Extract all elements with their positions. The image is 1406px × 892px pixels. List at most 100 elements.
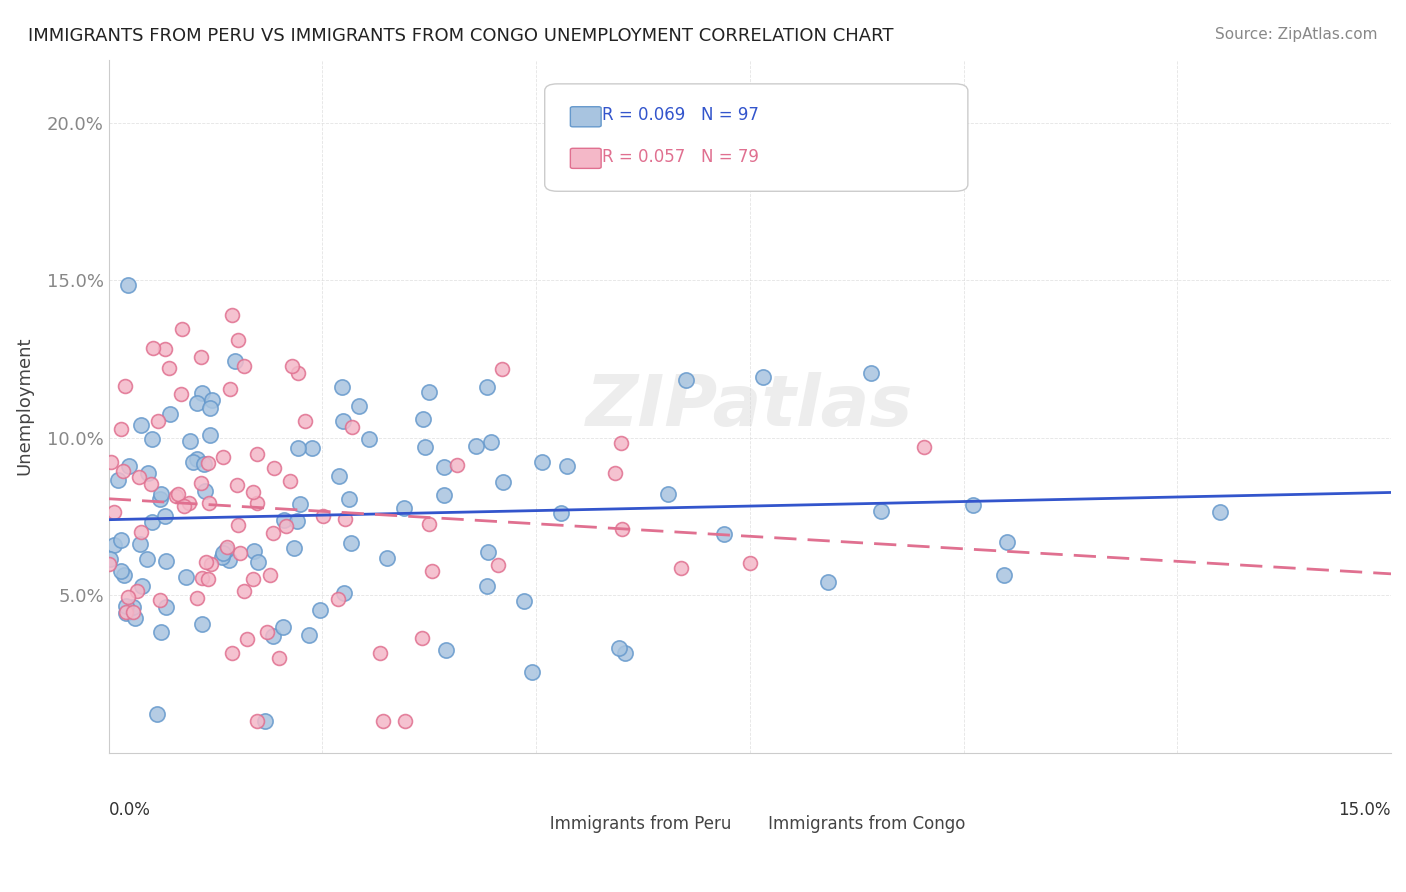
Point xyxy=(332,414,354,428)
Point xyxy=(333,512,356,526)
Point xyxy=(436,643,458,657)
Point xyxy=(141,477,163,491)
Point xyxy=(114,379,136,393)
Point xyxy=(394,714,416,728)
Point xyxy=(394,500,416,515)
Point xyxy=(159,407,181,421)
Point xyxy=(288,497,311,511)
Point xyxy=(340,419,363,434)
Point xyxy=(273,620,295,634)
Point xyxy=(232,584,254,599)
Point xyxy=(226,478,249,492)
Point xyxy=(112,568,135,582)
Point xyxy=(477,545,499,559)
Point xyxy=(242,484,264,499)
Point xyxy=(267,650,290,665)
Point xyxy=(298,628,321,642)
Point xyxy=(262,526,284,541)
Point xyxy=(332,379,354,393)
Text: IMMIGRANTS FROM PERU VS IMMIGRANTS FROM CONGO UNEMPLOYMENT CORRELATION CHART: IMMIGRANTS FROM PERU VS IMMIGRANTS FROM … xyxy=(28,27,894,45)
Point xyxy=(98,557,121,571)
Point xyxy=(125,583,148,598)
Point xyxy=(333,586,356,600)
Point xyxy=(110,564,132,578)
Point xyxy=(475,579,498,593)
Point xyxy=(190,350,212,364)
Point xyxy=(475,380,498,394)
Point xyxy=(114,605,136,619)
Point xyxy=(246,714,269,728)
Text: 0.0%: 0.0% xyxy=(108,801,150,819)
Point xyxy=(153,342,176,356)
Point xyxy=(98,551,121,566)
Point xyxy=(309,602,332,616)
Point xyxy=(610,436,633,450)
Point xyxy=(179,434,201,448)
FancyBboxPatch shape xyxy=(571,107,602,127)
Point xyxy=(128,470,150,484)
Point xyxy=(107,473,129,487)
Point xyxy=(368,646,391,660)
Point xyxy=(117,278,139,293)
Point xyxy=(186,591,208,606)
Point xyxy=(751,370,773,384)
Point xyxy=(221,309,243,323)
Point xyxy=(236,632,259,646)
Point xyxy=(195,555,218,569)
Point xyxy=(141,432,163,446)
Point xyxy=(224,354,246,368)
Point xyxy=(219,382,242,396)
Point xyxy=(492,475,515,490)
Point xyxy=(100,455,122,469)
Point xyxy=(420,565,443,579)
Point xyxy=(149,492,172,507)
Point xyxy=(103,505,125,519)
Point xyxy=(993,568,1015,582)
Point xyxy=(145,707,167,722)
Point xyxy=(418,517,440,532)
Point xyxy=(263,460,285,475)
Point xyxy=(912,440,935,454)
Point xyxy=(301,441,323,455)
Point xyxy=(860,366,883,380)
Point xyxy=(246,555,269,569)
Point xyxy=(150,625,173,640)
Point xyxy=(491,361,513,376)
FancyBboxPatch shape xyxy=(571,148,602,169)
Point xyxy=(613,646,636,660)
Point xyxy=(131,579,153,593)
Point xyxy=(117,458,139,473)
Point xyxy=(357,432,380,446)
Text: Immigrants from Peru       Immigrants from Congo: Immigrants from Peru Immigrants from Con… xyxy=(534,815,966,833)
Point xyxy=(281,359,304,373)
Point xyxy=(198,496,221,510)
Text: R = 0.057   N = 79: R = 0.057 N = 79 xyxy=(602,147,759,166)
Point xyxy=(131,418,153,433)
Point xyxy=(675,373,697,387)
Point xyxy=(115,607,138,621)
Point xyxy=(215,542,238,557)
Point xyxy=(211,450,233,464)
Point xyxy=(612,522,634,536)
Point xyxy=(121,600,143,615)
Point xyxy=(146,414,169,428)
FancyBboxPatch shape xyxy=(766,809,804,827)
Point xyxy=(285,514,308,528)
Point xyxy=(149,487,172,501)
Point xyxy=(153,509,176,524)
Point xyxy=(131,524,153,539)
Point xyxy=(201,392,224,407)
Point xyxy=(657,487,679,501)
Point xyxy=(418,384,440,399)
Point xyxy=(170,387,193,401)
Point xyxy=(1209,505,1232,519)
Point xyxy=(375,550,398,565)
Point xyxy=(226,334,249,348)
Point xyxy=(262,629,284,643)
Point xyxy=(183,455,205,469)
Point xyxy=(211,546,233,560)
Point xyxy=(218,552,240,566)
Point xyxy=(256,624,278,639)
Point xyxy=(232,359,254,374)
Point xyxy=(274,519,297,533)
